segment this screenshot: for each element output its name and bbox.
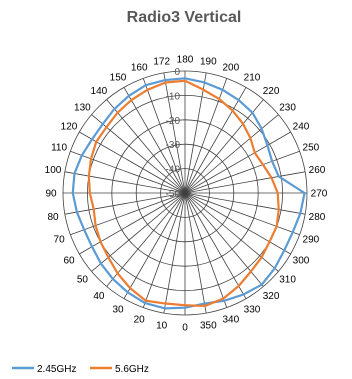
grid-spoke	[91, 192, 186, 272]
grid-spoke	[184, 192, 291, 255]
grid-spoke	[106, 99, 186, 194]
angle-tick-label: 0	[182, 323, 188, 334]
radial-tick-label: -30	[166, 140, 181, 151]
grid-spoke	[142, 192, 186, 308]
radial-tick-label: 0	[174, 67, 180, 78]
grid-spoke	[184, 192, 306, 215]
angle-tick-label: 270	[311, 189, 328, 200]
grid-spoke	[70, 192, 186, 236]
angle-tick-label: 250	[303, 143, 320, 154]
angle-tick-label: 350	[200, 321, 217, 332]
angle-tick-label: 100	[45, 165, 62, 176]
grid-spoke	[163, 72, 186, 194]
angle-tick-label: 340	[222, 314, 239, 325]
angle-tick-label: 172	[153, 57, 170, 68]
angle-tick-label: 80	[47, 212, 59, 223]
grid-spoke	[184, 192, 300, 236]
grid-spoke	[184, 150, 300, 194]
grid-spoke	[70, 150, 186, 194]
angle-tick-label: 180	[177, 55, 194, 66]
angle-tick-label: 20	[134, 314, 146, 325]
grid-spoke	[79, 192, 186, 255]
series-line-1	[87, 79, 280, 308]
grid-spoke	[184, 192, 207, 314]
legend: 2.45GHz 5.6GHz	[12, 364, 149, 375]
grid-spoke	[184, 192, 279, 272]
angle-tick-label: 30	[112, 305, 124, 316]
angle-tick-label: 60	[63, 256, 75, 267]
angle-tick-label: 310	[279, 275, 296, 286]
angle-tick-label: 280	[309, 212, 326, 223]
grid-spoke	[123, 87, 186, 194]
angle-tick-label: 240	[293, 122, 310, 133]
radial-tick-label: -40	[166, 165, 181, 176]
grid-spoke	[64, 192, 186, 215]
angle-tick-label: 200	[222, 63, 239, 74]
angle-tick-label: 150	[110, 73, 127, 84]
grid-spoke	[184, 192, 247, 299]
angle-tick-label: 300	[293, 256, 310, 267]
radial-tick-label: -50	[166, 189, 181, 200]
radial-axis-labels: 0 -10 -20 -30 -40 -50	[166, 67, 181, 200]
angle-tick-label: 260	[309, 165, 326, 176]
grid-spoke	[184, 171, 306, 194]
angle-tick-label: 70	[54, 234, 66, 245]
radial-tick-label: -20	[166, 116, 181, 127]
grid-spoke	[64, 171, 186, 194]
grid-spoke	[184, 72, 207, 194]
angle-tick-label: 330	[244, 305, 261, 316]
angle-tick-label: 120	[61, 122, 78, 133]
angle-tick-label: 230	[279, 102, 296, 113]
angle-tick-label: 290	[303, 234, 320, 245]
angle-tick-label: 40	[93, 291, 105, 302]
legend-label: 2.45GHz	[37, 364, 76, 375]
grid-spoke	[163, 192, 186, 314]
angle-tick-label: 110	[51, 143, 67, 154]
angle-tick-label: 50	[77, 275, 89, 286]
angle-tick-label: 130	[74, 102, 91, 113]
angle-tick-label: 160	[131, 63, 148, 74]
radial-tick-label: -10	[166, 91, 181, 102]
legend-label: 5.6GHz	[115, 364, 149, 375]
grid-spoke	[123, 192, 186, 299]
series-lines	[71, 77, 306, 310]
angle-tick-label: 210	[244, 73, 261, 84]
angle-tick-label: 220	[263, 86, 280, 97]
angle-tick-label: 90	[45, 189, 57, 200]
angle-tick-label: 140	[91, 86, 108, 97]
grid-spoke	[184, 114, 279, 194]
grid-spoke	[106, 192, 186, 287]
grid-spoke	[184, 87, 247, 194]
angle-tick-label: 320	[263, 291, 280, 302]
grid-spoke	[184, 99, 264, 194]
angle-tick-label: 10	[156, 321, 168, 332]
grid-spoke	[184, 131, 291, 194]
grid-spoke	[184, 192, 228, 308]
grid-spoke	[184, 78, 228, 194]
series-line-0	[71, 77, 306, 310]
grid-spoke	[142, 78, 186, 194]
chart-title: Radio3 Vertical	[127, 9, 242, 26]
polar-grid	[62, 70, 308, 316]
angle-tick-label: 190	[200, 57, 217, 68]
